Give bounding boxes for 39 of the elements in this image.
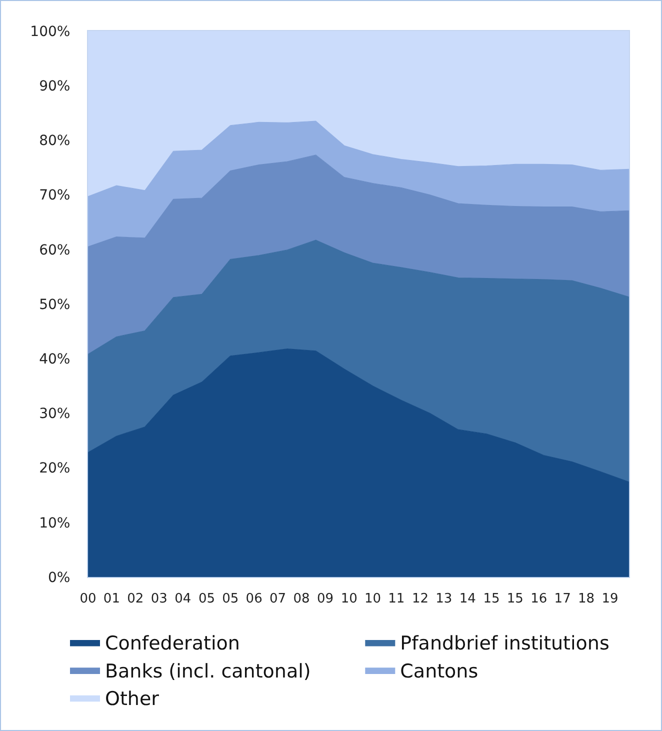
- y-tick-label: 20%: [39, 460, 70, 477]
- x-tick-label: 15: [506, 592, 524, 607]
- x-tick-label: 16: [530, 592, 548, 607]
- x-tick-label: 02: [127, 592, 144, 607]
- x-tick-label: 00: [80, 592, 96, 607]
- y-tick-label: 10%: [39, 515, 70, 532]
- y-tick-label: 80%: [39, 133, 70, 150]
- x-tick-label: 13: [436, 592, 452, 607]
- x-tick-label: 08: [293, 592, 310, 607]
- x-tick-label: 19: [602, 592, 618, 607]
- x-tick-label: 18: [578, 592, 595, 607]
- x-tick-label: 10: [340, 592, 358, 607]
- legend-label: Cantons: [400, 660, 478, 682]
- legend-label: Other: [105, 688, 160, 710]
- y-tick-label: 30%: [39, 406, 70, 422]
- x-tick-label: 01: [103, 592, 120, 607]
- x-tick-label: 17: [554, 592, 571, 607]
- x-tick-label: 15: [483, 592, 500, 607]
- y-tick-label: 90%: [39, 78, 70, 94]
- legend-label: Pfandbrief institutions: [400, 632, 610, 655]
- x-tick-label: 10: [364, 592, 382, 607]
- y-tick-label: 40%: [39, 352, 70, 368]
- y-tick-label: 70%: [39, 188, 70, 204]
- x-tick-label: 07: [269, 592, 286, 607]
- y-tick-label: 50%: [39, 296, 70, 313]
- x-tick-label: 05: [198, 592, 216, 607]
- x-tick-label: 11: [388, 592, 405, 607]
- x-tick-label: 14: [459, 592, 476, 607]
- y-tick-label: 100%: [30, 24, 70, 40]
- x-tick-label: 05: [222, 592, 239, 607]
- x-tick-label: 09: [316, 592, 334, 607]
- y-tick-label: 0%: [48, 570, 70, 586]
- x-tick-label: 03: [150, 592, 168, 607]
- x-tick-label: 06: [246, 592, 262, 607]
- y-tick-label: 60%: [39, 242, 70, 258]
- legend-label: Banks (incl. cantonal): [105, 660, 311, 682]
- legend-label: Confederation: [105, 632, 240, 655]
- x-tick-label: 12: [412, 592, 428, 607]
- x-tick-label: 04: [174, 592, 192, 607]
